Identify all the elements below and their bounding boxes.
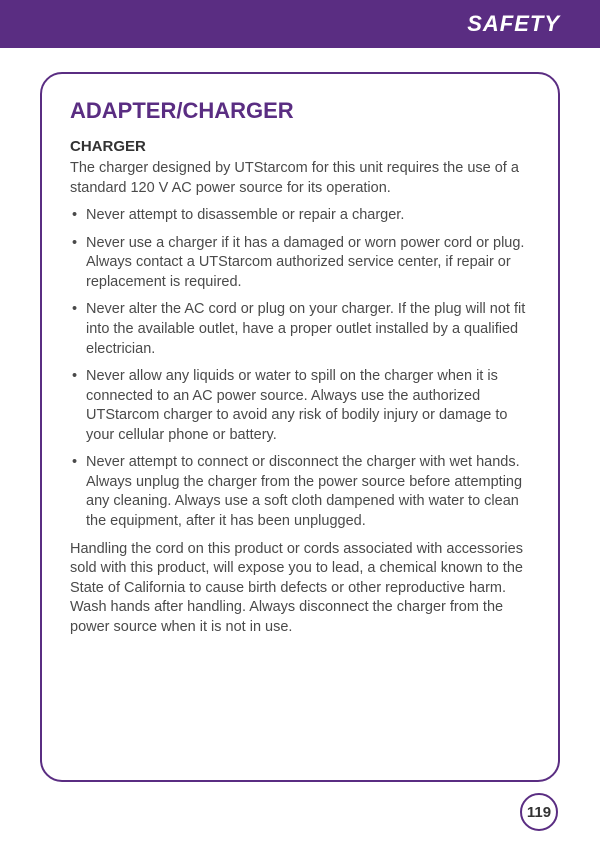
bullet-list: Never attempt to disassemble or repair a… <box>70 206 530 531</box>
list-item: Never attempt to connect or disconnect t… <box>70 453 530 531</box>
section-title: ADAPTER/CHARGER <box>70 98 530 124</box>
content-box: ADAPTER/CHARGER CHARGER The charger desi… <box>40 72 560 782</box>
list-item: Never attempt to disassemble or repair a… <box>70 206 530 226</box>
outro-paragraph: Handling the cord on this product or cor… <box>70 540 530 638</box>
page-number-badge: 119 <box>520 793 558 831</box>
sub-title: CHARGER <box>70 138 530 155</box>
list-item: Never alter the AC cord or plug on your … <box>70 300 530 359</box>
list-item: Never use a charger if it has a damaged … <box>70 234 530 293</box>
page-header-title: SAFETY <box>467 11 560 37</box>
header-bar: SAFETY <box>0 0 600 48</box>
page-number: 119 <box>527 804 551 821</box>
intro-paragraph: The charger designed by UTStarcom for th… <box>70 159 530 198</box>
list-item: Never allow any liquids or water to spil… <box>70 367 530 445</box>
